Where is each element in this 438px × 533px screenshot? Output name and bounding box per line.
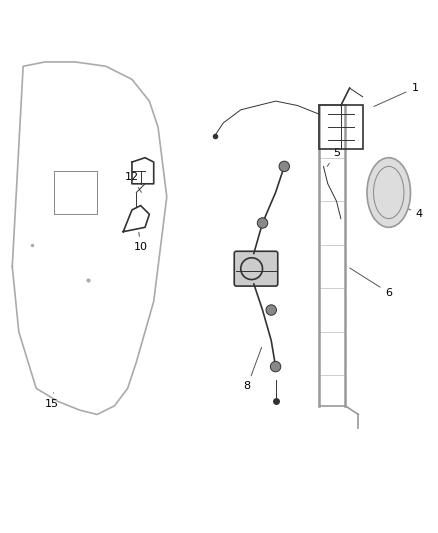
Text: 6: 6 (350, 268, 392, 297)
Text: 5: 5 (327, 148, 340, 166)
Bar (319, 106, 363, 149)
Circle shape (266, 305, 276, 315)
Text: 15: 15 (44, 393, 58, 409)
Circle shape (279, 161, 290, 172)
Text: 10: 10 (134, 232, 148, 252)
Circle shape (270, 361, 281, 372)
Circle shape (257, 218, 268, 228)
Text: 4: 4 (400, 205, 423, 219)
Text: 8: 8 (244, 348, 261, 391)
Ellipse shape (367, 158, 410, 228)
FancyBboxPatch shape (234, 251, 278, 286)
Text: 1: 1 (374, 83, 418, 107)
Text: 12: 12 (125, 172, 141, 192)
